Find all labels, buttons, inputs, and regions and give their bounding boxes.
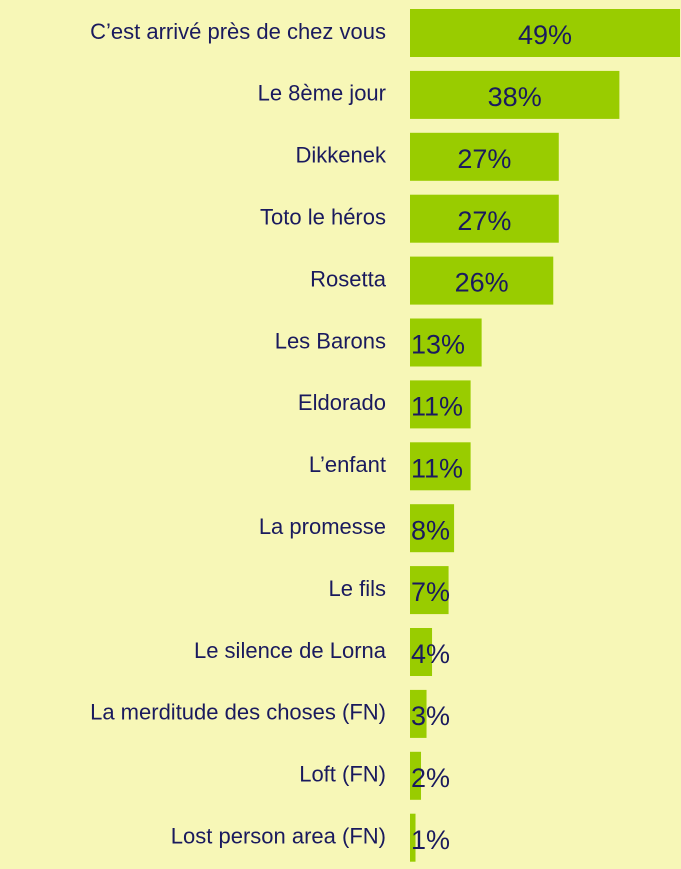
bar — [410, 380, 471, 429]
value-label: 8% — [411, 515, 450, 545]
category-label: Les Barons — [275, 328, 386, 353]
category-label: Eldorado — [298, 390, 386, 415]
bar — [410, 132, 559, 181]
value-label: 7% — [411, 577, 450, 607]
bar — [410, 689, 427, 738]
bar — [410, 504, 455, 553]
category-label: Le fils — [329, 576, 386, 601]
value-label: 49% — [518, 20, 572, 50]
value-label: 13% — [411, 330, 465, 360]
value-label: 2% — [411, 763, 450, 793]
bar — [410, 628, 433, 676]
bar — [410, 566, 449, 615]
value-label: 27% — [457, 144, 511, 174]
category-label: La promesse — [259, 514, 386, 539]
bar — [410, 751, 422, 800]
category-label: La merditude des choses (FN) — [90, 700, 386, 725]
bar — [410, 194, 559, 243]
value-label: 11% — [411, 453, 463, 483]
category-label: Le 8ème jour — [258, 81, 386, 106]
bar — [410, 318, 482, 367]
value-label: 26% — [455, 268, 509, 298]
value-label: 38% — [488, 82, 542, 112]
category-label: Rosetta — [310, 266, 387, 291]
bar — [410, 813, 416, 862]
category-label: Toto le héros — [260, 205, 386, 230]
value-label: 1% — [411, 825, 450, 855]
category-label: Lost person area (FN) — [171, 824, 386, 849]
category-label: Le silence de Lorna — [194, 638, 387, 663]
value-label: 11% — [411, 392, 463, 422]
value-label: 27% — [457, 206, 511, 236]
bar — [410, 9, 680, 57]
bar — [410, 256, 554, 305]
value-label: 4% — [411, 639, 450, 669]
category-label: Loft (FN) — [299, 762, 386, 787]
bar — [410, 442, 471, 491]
category-label: L’enfant — [309, 452, 386, 477]
category-label: C’est arrivé près de chez vous — [90, 19, 386, 44]
value-label: 3% — [411, 701, 450, 731]
category-label: Dikkenek — [296, 143, 387, 168]
bar — [410, 70, 620, 119]
